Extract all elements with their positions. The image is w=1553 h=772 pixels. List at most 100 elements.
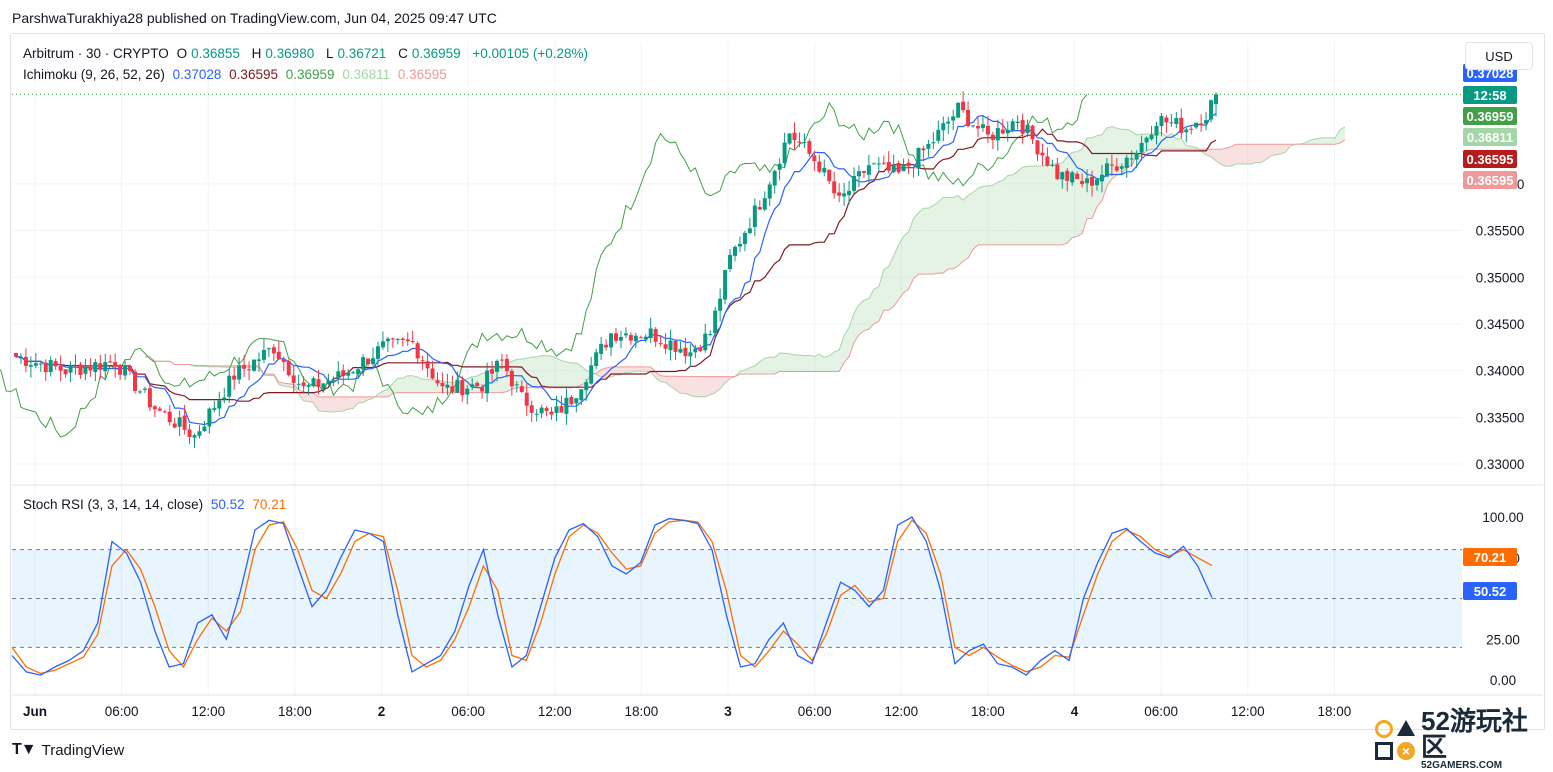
candle-body bbox=[628, 335, 633, 341]
cloud-segment bbox=[353, 396, 359, 409]
price-badge-bg bbox=[1463, 150, 1517, 168]
price-badge-bg bbox=[1463, 107, 1517, 125]
candle-body bbox=[975, 125, 980, 129]
symbol-legend: Arbitrum · 30 · CRYPTO O 0.36855 H 0.36980… bbox=[23, 46, 592, 61]
candle-body bbox=[1114, 166, 1119, 171]
cloud-segment bbox=[987, 185, 993, 245]
stoch-badge-label: 50.52 bbox=[1474, 584, 1507, 599]
candle-body bbox=[688, 352, 693, 357]
candle-body bbox=[306, 385, 311, 387]
symbol-name[interactable]: Arbitrum · 30 · CRYPTO bbox=[23, 46, 169, 61]
candle-body bbox=[589, 365, 594, 384]
cloud-segment bbox=[363, 396, 369, 403]
candle-body bbox=[1184, 129, 1189, 133]
candle-body bbox=[1194, 122, 1199, 128]
candle-body bbox=[1164, 117, 1169, 123]
cloud-segment bbox=[397, 378, 403, 393]
cloud-segment bbox=[377, 391, 383, 397]
candle-body bbox=[931, 142, 936, 144]
cloud-segment bbox=[953, 195, 959, 269]
candle-body bbox=[861, 171, 866, 173]
cloud-segment bbox=[764, 357, 770, 375]
candle-body bbox=[534, 413, 539, 415]
candle-body bbox=[247, 369, 252, 371]
currency-button[interactable]: USD bbox=[1465, 42, 1533, 70]
candle-body bbox=[53, 361, 58, 367]
candle-body bbox=[271, 347, 276, 354]
cloud-segment bbox=[1052, 163, 1058, 245]
candle-body bbox=[1134, 152, 1139, 160]
watermark-icon: × bbox=[1375, 719, 1415, 760]
candle-body bbox=[1129, 158, 1134, 160]
candle-body bbox=[83, 366, 88, 374]
cloud-segment bbox=[655, 372, 661, 382]
cloud-segment bbox=[616, 366, 621, 375]
candle-body bbox=[911, 167, 916, 169]
ichimoku-lines bbox=[0, 93, 1462, 438]
candle-body bbox=[1199, 123, 1204, 126]
candle-body bbox=[1005, 129, 1010, 134]
candle-body bbox=[1055, 164, 1060, 180]
cloud-segment bbox=[1176, 138, 1182, 150]
cloud-segment bbox=[581, 366, 587, 385]
candle-body bbox=[742, 232, 747, 245]
candle-body bbox=[63, 369, 68, 375]
candle-body bbox=[1159, 116, 1164, 127]
time-tick-label: 18:00 bbox=[1317, 704, 1351, 719]
cloud-segment bbox=[1220, 148, 1226, 167]
cloud-segment bbox=[854, 304, 859, 343]
cloud-segment bbox=[918, 208, 924, 275]
price-tick-label: 0.33500 bbox=[1476, 410, 1525, 425]
candle-body bbox=[197, 431, 202, 436]
candle-body bbox=[405, 339, 410, 342]
cloud-segment bbox=[992, 181, 998, 245]
candle-body bbox=[93, 362, 98, 372]
candle-body bbox=[266, 348, 271, 350]
cloud-segment bbox=[1047, 164, 1053, 245]
candle-body bbox=[465, 388, 470, 395]
cloud-segment bbox=[670, 376, 676, 390]
candle-body bbox=[455, 379, 460, 393]
candle-body bbox=[494, 360, 499, 372]
ichimoku-name[interactable]: Ichimoku (9, 26, 52, 26) bbox=[23, 67, 165, 82]
candle-body bbox=[1189, 128, 1194, 130]
candle-body bbox=[78, 364, 83, 375]
candle-body bbox=[435, 380, 440, 384]
candle-body bbox=[113, 362, 118, 367]
candle-body bbox=[177, 417, 182, 427]
candle-body bbox=[847, 190, 852, 196]
cloud-segment bbox=[829, 351, 835, 372]
candle-body bbox=[291, 375, 296, 383]
candle-body bbox=[445, 384, 450, 388]
cloud-segment bbox=[933, 201, 939, 275]
candle-body bbox=[832, 181, 837, 194]
cloud-segment bbox=[611, 366, 616, 378]
cloud-segment bbox=[963, 195, 969, 262]
candle-body bbox=[1139, 142, 1144, 153]
cloud-segment bbox=[754, 361, 760, 375]
candle-body bbox=[48, 360, 53, 373]
candle-body bbox=[767, 184, 772, 199]
cloud-segment bbox=[496, 368, 502, 393]
candle-body bbox=[827, 169, 832, 182]
candle-body bbox=[326, 380, 331, 384]
candle-body bbox=[1020, 119, 1025, 134]
time-tick-label: 06:00 bbox=[451, 704, 485, 719]
stoch-name[interactable]: Stoch RSI (3, 3, 14, 14, close) bbox=[23, 497, 204, 512]
candle-body bbox=[296, 383, 301, 385]
candle-body bbox=[212, 408, 217, 411]
time-tick-label: 12:00 bbox=[191, 704, 225, 719]
cloud-segment bbox=[1087, 137, 1093, 219]
candle-body bbox=[1169, 122, 1174, 124]
tradingview-logo[interactable]: T▼ TradingView bbox=[12, 741, 124, 759]
candle-body bbox=[866, 165, 871, 175]
candle-body bbox=[227, 375, 232, 397]
cloud-segment bbox=[1067, 152, 1073, 244]
candle-body bbox=[276, 351, 281, 359]
candle-body bbox=[237, 365, 242, 380]
candle-body bbox=[321, 383, 326, 389]
candle-body bbox=[1025, 124, 1030, 134]
candle-body bbox=[182, 415, 187, 430]
candle-body bbox=[529, 405, 534, 413]
